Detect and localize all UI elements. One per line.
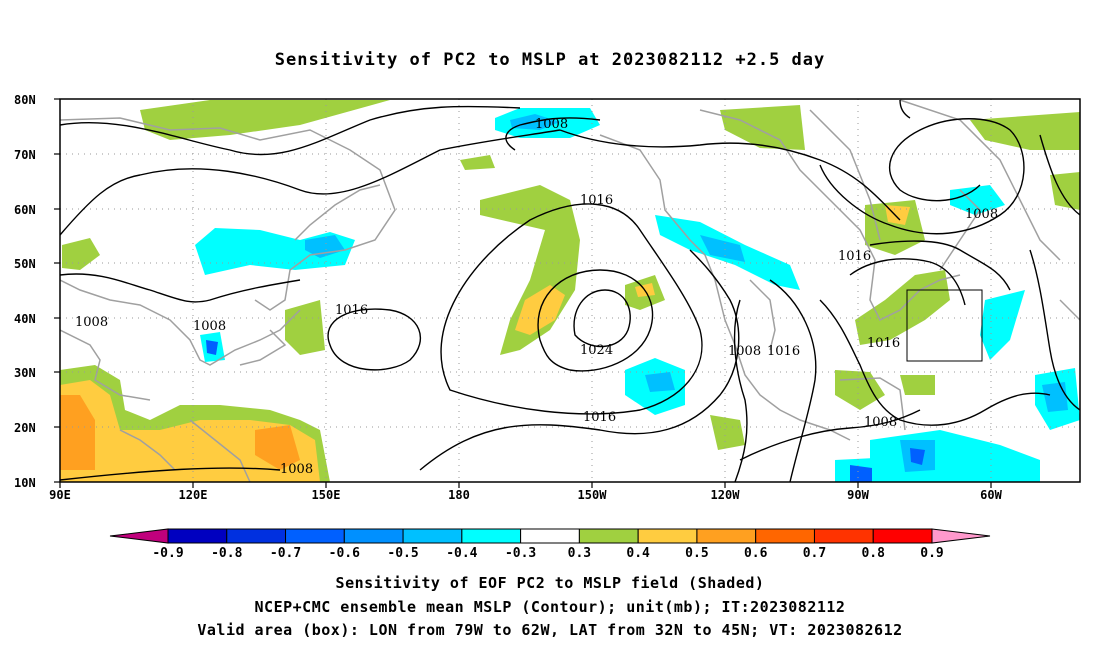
shade-orange-southwest xyxy=(60,380,320,482)
shade-green-west xyxy=(62,238,100,270)
contour-label: 1008 xyxy=(75,315,108,330)
colorbar-arrow-left xyxy=(109,528,169,544)
colorbar-swatch xyxy=(226,528,287,544)
colorbar-tick-label: 0.4 xyxy=(626,546,650,561)
shade-darkorange-south xyxy=(255,425,300,470)
colorbar-tick-label: 0.8 xyxy=(861,546,885,561)
contour-label: 1016 xyxy=(335,303,368,318)
contour-label: 1008 xyxy=(864,415,897,430)
colorbar-swatch xyxy=(637,528,698,544)
tick-marks xyxy=(54,98,992,488)
contour-label: 1016 xyxy=(580,193,613,208)
colorbar-swatch xyxy=(696,528,757,544)
shade-green-atlantic xyxy=(900,375,935,395)
longitude-labels: 90E 120E 150E 180 150W 120W 90W 60W xyxy=(49,488,1002,502)
shade-darkorange-southwest xyxy=(60,395,95,470)
shade-green-northeast xyxy=(970,112,1080,150)
shade-darkblue-caribbean xyxy=(910,448,925,465)
lon-label: 180 xyxy=(448,488,470,502)
contour-label: 1008 xyxy=(965,207,998,222)
lat-label: 50N xyxy=(14,257,36,271)
colorbar-tick-label: -0.3 xyxy=(505,546,536,561)
contour-label: 1024 xyxy=(580,343,613,358)
shade-green-east xyxy=(1050,172,1080,210)
shade-cyan-caribbean xyxy=(870,430,1040,482)
colorbar-tick-label: 0.7 xyxy=(803,546,826,561)
map-title: Sensitivity of PC2 to MSLP at 2023082112… xyxy=(274,50,826,70)
colorbar-tick-label: -0.7 xyxy=(270,546,301,561)
map-frame xyxy=(59,98,1081,483)
contour-label: 1008 xyxy=(280,462,313,477)
contour-label: 1008 xyxy=(728,344,761,359)
footer-line-2: NCEP+CMC ensemble mean MSLP (Contour); u… xyxy=(254,598,846,616)
colorbar-tick-label: 0.6 xyxy=(744,546,768,561)
lon-label: 120W xyxy=(711,488,741,502)
shade-blue-asia xyxy=(305,235,345,258)
shade-cyan-atlantic2 xyxy=(980,290,1025,360)
lon-label: 150W xyxy=(578,488,608,502)
colorbar-swatch xyxy=(343,528,404,544)
colorbar-tick-label: -0.5 xyxy=(387,546,418,561)
lon-label: 90W xyxy=(847,488,869,502)
contour-label: 1016 xyxy=(838,249,871,264)
colorbar-arrow-right xyxy=(931,528,991,544)
colorbar-swatch xyxy=(402,528,463,544)
contour-label: 1016 xyxy=(583,410,616,425)
footer-line-1: Sensitivity of EOF PC2 to MSLP field (Sh… xyxy=(335,574,765,592)
colorbar-swatch xyxy=(755,528,815,544)
contour-labels: 1008 1016 1008 1016 1024 1008 1016 1016 … xyxy=(75,117,998,477)
colorbar-swatch xyxy=(461,528,522,544)
shade-green-japan xyxy=(285,300,325,355)
lat-label: 10N xyxy=(14,476,36,490)
footer-line-3: Valid area (box): LON from 79W to 62W, L… xyxy=(197,621,903,639)
contour-label: 1016 xyxy=(867,336,900,351)
colorbar-tick-label: -0.8 xyxy=(211,546,242,561)
shade-darkblue-korea xyxy=(206,340,218,355)
colorbar-swatch xyxy=(578,528,639,544)
colorbar-tick-label: -0.9 xyxy=(152,546,183,561)
colorbar-swatch xyxy=(872,528,933,544)
mslp-contours xyxy=(60,99,1080,482)
lat-label: 30N xyxy=(14,366,36,380)
lat-label: 80N xyxy=(14,93,36,107)
shade-orange-hudson xyxy=(885,205,910,225)
shade-green-arctic2 xyxy=(460,155,495,170)
contour-label: 1008 xyxy=(535,117,568,132)
shade-green-greenland xyxy=(720,105,805,150)
colorbar-swatch xyxy=(520,528,580,544)
colorbar-tick-label: 0.9 xyxy=(920,546,943,561)
colorbar-swatch xyxy=(167,528,228,544)
contour-label: 1008 xyxy=(193,319,226,334)
lon-label: 60W xyxy=(980,488,1002,502)
map-content xyxy=(60,99,1080,482)
latitude-labels: 80N 70N 60N 50N 40N 30N 20N 10N xyxy=(14,93,36,490)
colorbar-swatch xyxy=(813,528,874,544)
lat-label: 20N xyxy=(14,421,36,435)
lon-label: 150E xyxy=(312,488,341,502)
colorbar-tick-label: 0.5 xyxy=(685,546,708,561)
shade-blue-alaska xyxy=(700,235,745,262)
colorbar: -0.9 -0.8 -0.7 -0.6 -0.5 -0.4 -0.3 0.3 0.4 0.5 0.6… xyxy=(109,528,991,561)
colorbar-tick-label: -0.4 xyxy=(446,546,477,561)
lon-label: 90E xyxy=(49,488,71,502)
shade-green-mexico xyxy=(710,415,745,450)
colorbar-tick-label: -0.6 xyxy=(329,546,360,561)
colorbar-tick-label: 0.3 xyxy=(568,546,591,561)
valid-area-box xyxy=(906,289,983,362)
lat-label: 70N xyxy=(14,148,36,162)
lon-label: 120E xyxy=(179,488,208,502)
lat-label: 40N xyxy=(14,312,36,326)
shade-green-arctic1 xyxy=(140,100,390,140)
shade-blue-pacmex xyxy=(850,465,872,482)
colorbar-swatch xyxy=(285,528,345,544)
contour-label: 1016 xyxy=(767,344,800,359)
shade-green-gulf xyxy=(835,370,885,410)
shade-blue-mexico xyxy=(645,372,675,392)
lat-label: 60N xyxy=(14,203,36,217)
